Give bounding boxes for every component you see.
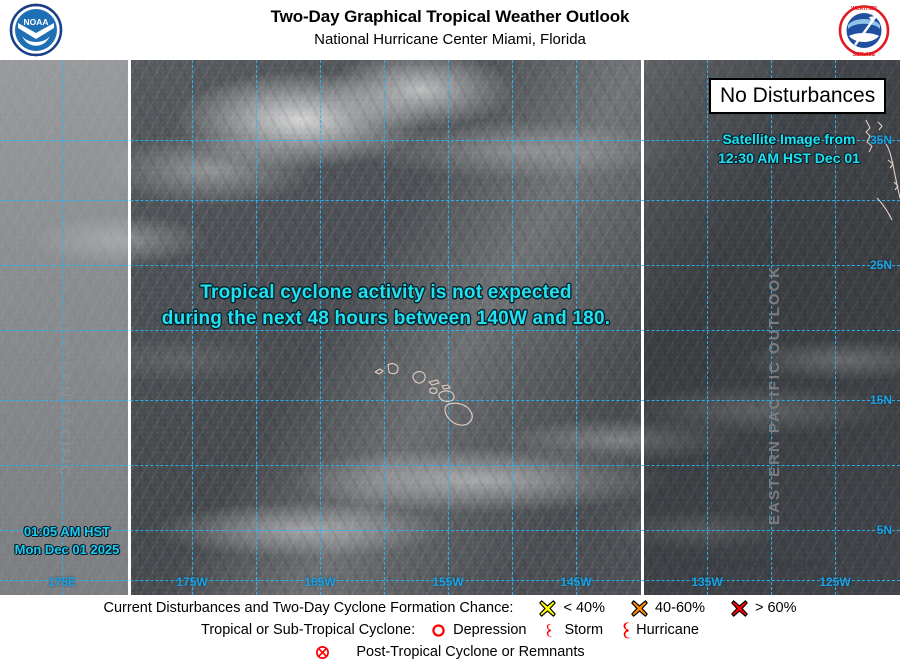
legend-formation-chance-row: Current Disturbances and Two-Day Cyclone… <box>0 597 900 619</box>
local-timestamp-line-2: Mon Dec 01 2025 <box>14 542 120 557</box>
grid-line-vertical <box>62 60 63 595</box>
latitude-label: 35N <box>869 133 892 147</box>
page-header: NOAA Two-Day Graphical Tropical Weather … <box>0 0 900 60</box>
legend: Current Disturbances and Two-Day Cyclone… <box>0 595 900 665</box>
satellite-cloud-streaks <box>0 60 900 595</box>
satellite-noise-texture <box>0 60 900 595</box>
pane-divider-left <box>128 60 131 595</box>
outlook-message-line-2: during the next 48 hours between 140W an… <box>161 308 611 329</box>
east-pacific-pane <box>644 60 900 595</box>
longitude-label: 145W <box>560 575 592 589</box>
basin-label-eastern-pacific: EASTERN PACIFIC OUTLOOK <box>766 265 783 525</box>
grid-line-vertical <box>835 60 836 595</box>
outlook-message-line-1: Tropical cyclone activity is not expecte… <box>200 282 572 303</box>
post-tropical-icon <box>315 645 330 660</box>
grid-line-horizontal <box>0 465 900 466</box>
longitude-label: 135W <box>691 575 723 589</box>
grid-line-horizontal <box>0 580 900 581</box>
local-timestamp-line-1: 01:05 AM HST <box>23 524 111 539</box>
legend-chance-label-high: > 60% <box>754 600 797 616</box>
satellite-itcz-band <box>0 60 900 595</box>
svg-text:SERVICE: SERVICE <box>853 52 876 58</box>
grid-line-vertical <box>192 60 193 595</box>
x-mark-icon-medium <box>631 599 648 617</box>
grid-line-horizontal <box>0 265 900 266</box>
grid-line-vertical <box>320 60 321 595</box>
page-subtitle: National Hurricane Center Miami, Florida <box>314 31 586 48</box>
grid-line-horizontal <box>0 140 900 141</box>
legend-cyclone-type-row: Tropical or Sub-Tropical Cyclone: Depres… <box>0 619 900 641</box>
x-mark-icon-low <box>539 599 557 617</box>
page-title: Two-Day Graphical Tropical Weather Outlo… <box>270 7 630 26</box>
hawaiian-islands-outline <box>372 356 492 428</box>
grid-line-vertical <box>771 60 772 595</box>
noaa-logo: NOAA <box>8 3 64 58</box>
west-pacific-pane <box>0 60 128 595</box>
x-mark-icon-high <box>731 599 748 617</box>
website-watermark: www.hurricanes.gov <box>680 555 824 571</box>
legend-depression-label: Depression <box>453 622 527 638</box>
legend-chance-label-medium: 40-60% <box>654 600 705 616</box>
latitude-label: 5N <box>876 523 892 537</box>
grid-line-horizontal <box>0 200 900 201</box>
svg-text:NOAA: NOAA <box>23 17 48 27</box>
longitude-label: 155W <box>432 575 464 589</box>
grid-line-vertical <box>707 60 708 595</box>
legend-storm-label: Storm <box>564 622 604 638</box>
satellite-imagery-base <box>0 60 900 595</box>
legend-chance-label-low: < 40% <box>563 600 605 616</box>
legend-post-tropical-label: Post-Tropical Cyclone or Remnants <box>356 644 585 660</box>
depression-circle-icon <box>431 623 446 638</box>
legend-cyclone-type-label: Tropical or Sub-Tropical Cyclone: <box>201 622 416 638</box>
svg-text:WEATHER: WEATHER <box>851 6 877 12</box>
legend-formation-chance-label: Current Disturbances and Two-Day Cyclone… <box>103 600 514 616</box>
pane-divider-right <box>641 60 644 595</box>
satellite-map[interactable]: 175E 175W 165W 155W 145W 135W 125W 35N 25N 15N 5N <box>0 60 900 595</box>
grid-line-vertical <box>256 60 257 595</box>
satellite-image-timestamp: Satellite Image from 12:30 AM HST Dec 01 <box>694 130 884 168</box>
nws-logo: WEATHER SERVICE <box>836 3 892 58</box>
legend-post-tropical-row: Post-Tropical Cyclone or Remnants <box>0 641 900 663</box>
longitude-label: 125W <box>819 575 851 589</box>
satellite-timestamp-line-1: Satellite Image from <box>722 131 856 147</box>
local-issue-timestamp: 01:05 AM HST Mon Dec 01 2025 <box>6 523 128 559</box>
grid-line-horizontal <box>0 330 900 331</box>
basin-label-western-pacific: WESTERN PACIFIC <box>56 310 73 479</box>
no-disturbances-badge: No Disturbances <box>709 78 887 114</box>
grid-line-vertical <box>448 60 449 595</box>
grid-line-vertical <box>576 60 577 595</box>
grid-line-horizontal <box>0 400 900 401</box>
grid-line-vertical <box>384 60 385 595</box>
coastline-outline <box>836 120 900 260</box>
title-block: Two-Day Graphical Tropical Weather Outlo… <box>120 6 780 50</box>
storm-spiral-icon <box>542 622 557 639</box>
longitude-label: 175E <box>47 575 77 589</box>
longitude-label: 175W <box>176 575 208 589</box>
longitude-label: 165W <box>304 575 336 589</box>
latitude-label: 15N <box>869 393 892 407</box>
satellite-timestamp-line-2: 12:30 AM HST Dec 01 <box>718 150 860 166</box>
grid-line-vertical <box>512 60 513 595</box>
legend-hurricane-label: Hurricane <box>636 622 699 638</box>
grid-line-horizontal <box>0 530 900 531</box>
latitude-label: 25N <box>869 258 892 272</box>
hurricane-spiral-icon <box>619 621 636 640</box>
outlook-message: Tropical cyclone activity is not expecte… <box>136 280 636 332</box>
